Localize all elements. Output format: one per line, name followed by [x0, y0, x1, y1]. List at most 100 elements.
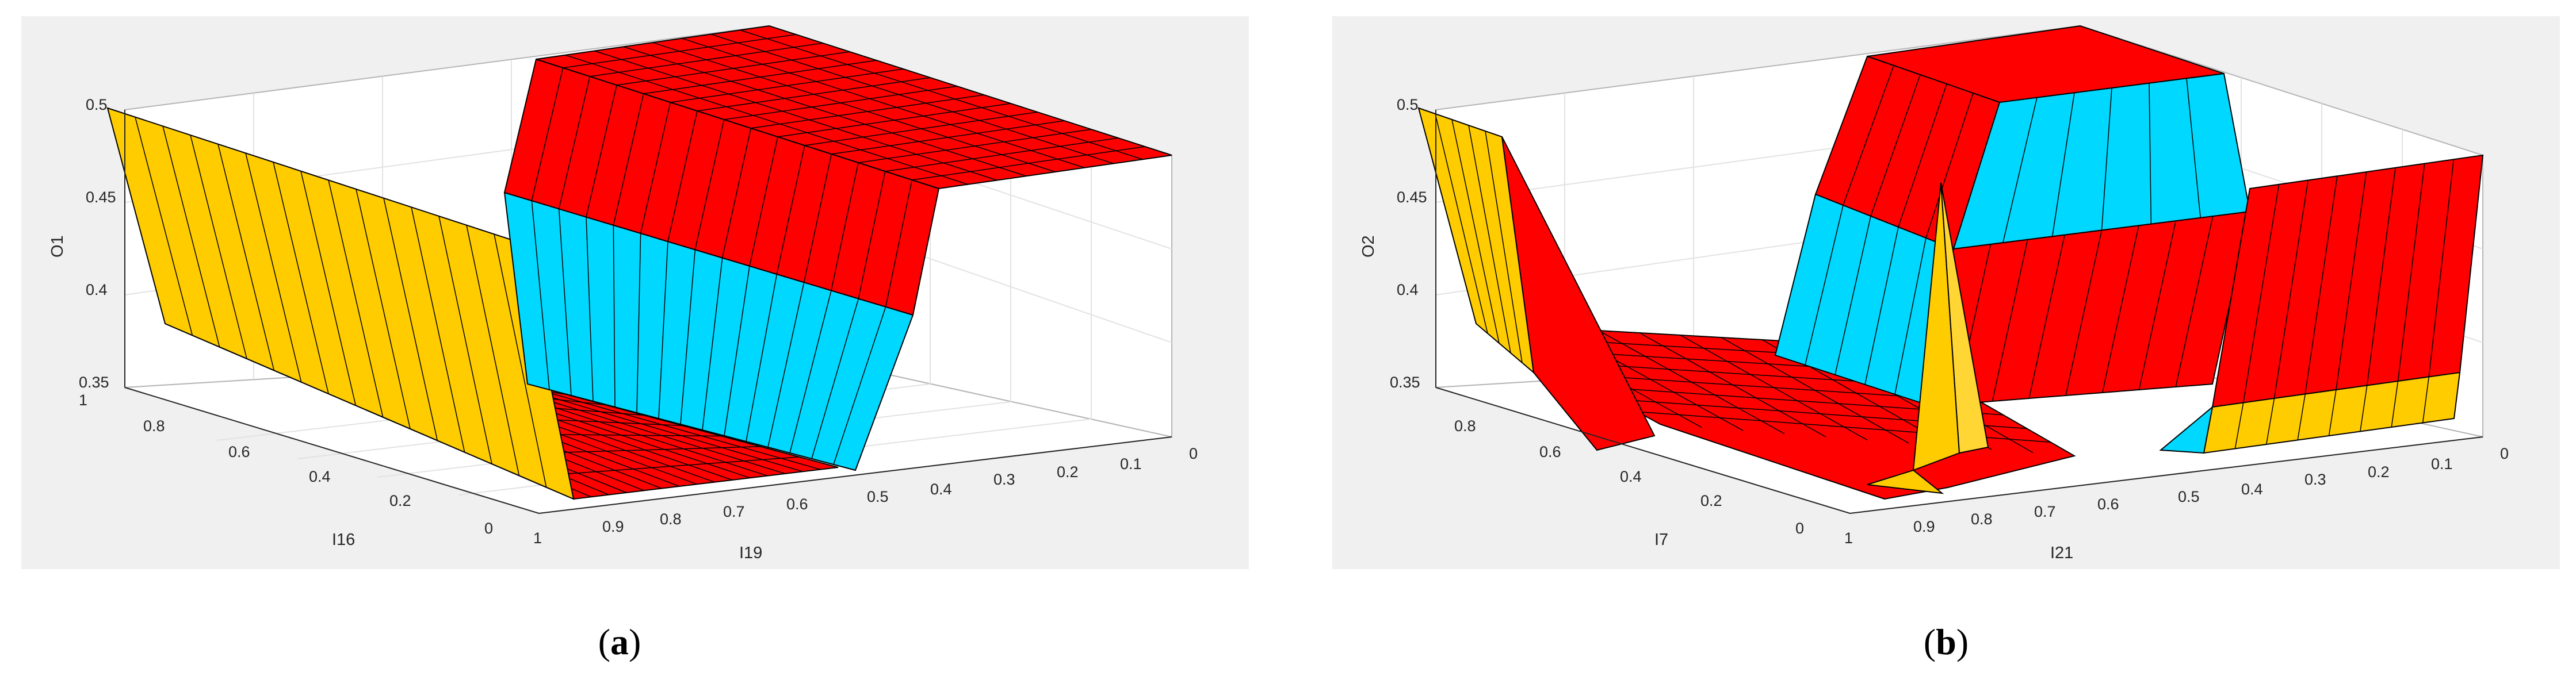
mesh-line — [2360, 385, 2368, 432]
mesh-line — [858, 171, 886, 299]
y-tick: 0.8 — [143, 417, 165, 435]
y-tick: 0.6 — [228, 443, 250, 460]
caption-b: (b) — [1889, 621, 2004, 663]
y-tick: 0.4 — [1620, 468, 1642, 485]
yellow-strip-mesh — [2234, 377, 2429, 449]
x-tick: 0.7 — [723, 503, 745, 520]
back-face-mesh — [1843, 65, 1974, 239]
x-axis-label: I21 — [2050, 544, 2073, 562]
mesh-line — [135, 117, 193, 336]
x-tick: 1 — [533, 529, 542, 547]
yellow-wall-mesh — [135, 117, 547, 487]
mesh-line — [190, 135, 247, 359]
surface-plot-a: 0.5 0.45 0.4 0.35 O1 1 0.8 0.6 0.4 0.2 0… — [21, 16, 1249, 569]
x-tick: 0.5 — [2178, 488, 2200, 505]
mesh-line — [494, 234, 547, 487]
z-tick: 0.45 — [86, 189, 116, 206]
x-axis-line — [1849, 436, 2483, 514]
mesh-line — [438, 216, 492, 464]
mesh-line — [1468, 125, 1511, 354]
x-tick: 0.4 — [2241, 481, 2263, 498]
mesh-line — [680, 249, 696, 425]
yellow-spike-base — [1867, 469, 1944, 494]
mesh-line — [2304, 176, 2338, 394]
x-tick: 0.6 — [2097, 496, 2119, 513]
mesh-line — [356, 189, 411, 429]
x-tick: 0.7 — [2034, 503, 2056, 520]
mesh-line — [1843, 65, 1894, 206]
y-tick: 0.2 — [1700, 492, 1722, 509]
mesh-line — [652, 42, 1056, 172]
mesh-line — [2336, 171, 2367, 390]
z-tick: 0.45 — [1397, 189, 1427, 206]
y-tick: 0.6 — [1539, 443, 1561, 460]
x-tick: 0 — [2500, 445, 2509, 462]
mesh-line — [466, 225, 520, 476]
x-axis-label: I19 — [739, 544, 762, 562]
cyan-left-mesh — [1805, 205, 1927, 395]
mesh-line — [613, 93, 644, 225]
mesh-line — [2297, 394, 2306, 440]
mesh-line — [710, 33, 1114, 164]
mesh-line — [670, 68, 904, 103]
x-tick: 0.9 — [1913, 518, 1935, 535]
y-tick: 0 — [1795, 520, 1804, 537]
x-tick: 1 — [1844, 529, 1853, 547]
mesh-line — [2428, 159, 2455, 377]
x-tick: 0 — [1189, 445, 1198, 462]
x-tick: 0.8 — [660, 510, 682, 528]
mesh-line — [1435, 113, 1488, 334]
x-tick: 0.8 — [1971, 510, 1993, 528]
y-tick: 0.2 — [389, 492, 411, 509]
mesh-line — [2391, 381, 2399, 428]
mesh-line — [858, 129, 1092, 163]
mesh-line — [640, 102, 671, 234]
mesh-line — [273, 162, 329, 394]
mesh-line — [789, 290, 832, 454]
mesh-line — [751, 94, 984, 129]
mesh-line — [565, 55, 968, 185]
mesh-line — [1485, 130, 1523, 363]
y-axis-label: I16 — [332, 531, 355, 549]
mesh-line — [558, 76, 591, 209]
x-tick: 0.2 — [1057, 463, 1079, 481]
mesh-line — [531, 201, 550, 390]
mesh-line — [383, 198, 438, 441]
x-tick: 0.5 — [867, 488, 889, 505]
mesh-line — [2002, 97, 2038, 243]
z-axis-label: O1 — [48, 235, 67, 258]
x-tick: 0.2 — [2368, 463, 2390, 481]
red-plateau-mesh — [563, 29, 1145, 185]
mesh-line — [586, 85, 617, 217]
y-axis-line — [1435, 387, 1851, 514]
mesh-line — [702, 258, 723, 431]
mesh-line — [2328, 389, 2337, 436]
mesh-line — [803, 153, 832, 283]
z-tick: 0.4 — [86, 281, 108, 298]
mesh-line — [912, 146, 1145, 181]
mesh-line — [2065, 230, 2103, 396]
red-dip-surface — [1501, 136, 1656, 451]
caption-paren: ) — [629, 621, 641, 662]
z-tick: 0.5 — [1397, 96, 1419, 113]
mesh-line — [2422, 377, 2429, 423]
mesh-line — [217, 144, 275, 371]
cyan-plateau-mesh — [2002, 78, 2201, 243]
mesh-line — [724, 266, 750, 436]
surface-plot-b: 0.5 0.45 0.4 0.35 O2 0.8 0.6 0.4 0.2 0 I… — [1332, 16, 2560, 569]
mesh-line — [2397, 163, 2425, 382]
mesh-line — [658, 241, 668, 419]
y-tick: 0.8 — [1454, 417, 1476, 435]
caption-letter: b — [1936, 621, 1956, 662]
mesh-line — [245, 153, 302, 382]
mesh-line — [833, 306, 886, 465]
mesh-line — [721, 128, 752, 258]
mesh-line — [2101, 87, 2112, 231]
x-tick: 0.3 — [2304, 471, 2326, 488]
y-tick: 1 — [79, 391, 87, 409]
mesh-line — [724, 86, 957, 120]
z-tick: 0.35 — [1390, 374, 1420, 391]
right-red-wall — [2211, 154, 2484, 408]
caption-paren: ( — [598, 621, 610, 662]
y-axis-line — [124, 387, 540, 514]
